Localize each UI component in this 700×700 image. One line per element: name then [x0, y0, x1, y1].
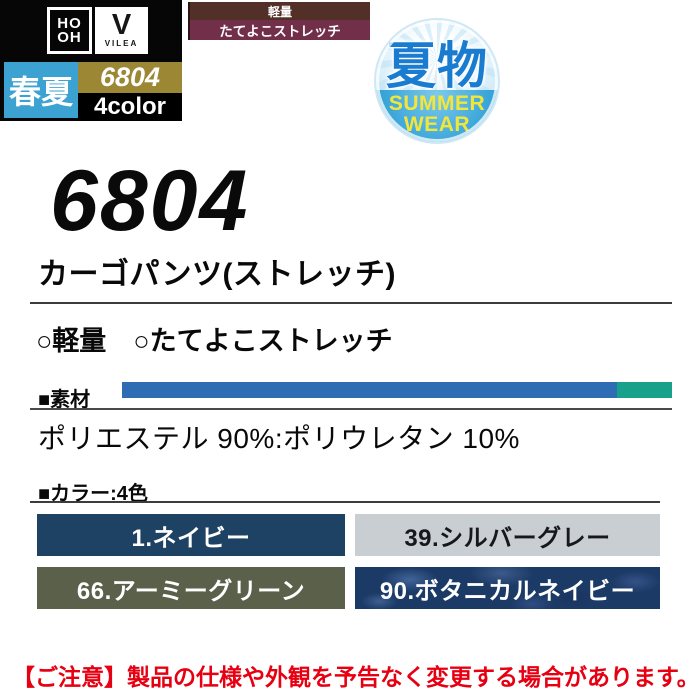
divider	[30, 501, 660, 503]
hooh-logo-line1: HO	[57, 14, 82, 32]
summer-badge-line1: SUMMER	[388, 92, 486, 115]
color-swatch-grid: 1.ネイビー 39.シルバーグレー 66.アーミーグリーン 90.ボタニカルネイ…	[37, 514, 660, 609]
divider	[30, 408, 672, 410]
feature-tag: 軽量 たてよこストレッチ	[188, 2, 370, 40]
material-composition-bar	[122, 382, 672, 398]
color-swatch-silver-gray: 39.シルバーグレー	[355, 514, 660, 556]
feature-tag-lightweight: 軽量	[190, 2, 370, 20]
summer-badge-line2: WEAR	[403, 113, 471, 137]
caution-notice: 【ご注意】製品の仕様や外観を予告なく変更する場合があります。	[12, 664, 700, 690]
product-code-title: 6804	[50, 153, 250, 249]
material-section-label: ■素材	[38, 389, 91, 411]
summer-wear-badge: 夏物 SUMMER WEAR	[374, 18, 500, 144]
hooh-logo-icon: HO OH	[47, 7, 92, 54]
season-badge: 春夏	[4, 62, 78, 118]
feature-tag-stretch: たてよこストレッチ	[190, 20, 370, 40]
material-bar-polyester	[122, 382, 617, 398]
color-swatch-navy: 1.ネイビー	[37, 514, 345, 556]
color-swatch-army-green: 66.アーミーグリーン	[37, 567, 345, 609]
vilea-logo-icon: V VILEA	[95, 7, 148, 54]
summer-badge-bottom: SUMMER WEAR	[376, 90, 498, 142]
product-code-badge: 6804	[78, 62, 182, 93]
color-section-label: ■カラー:4色	[38, 483, 148, 505]
material-bar-polyurethane	[617, 382, 672, 398]
summer-badge-kanji: 夏物	[386, 38, 488, 94]
summer-badge-top	[376, 20, 498, 90]
vilea-v-mark: V	[111, 9, 132, 42]
color-swatch-botanical-navy: 90.ボタニカルネイビー	[355, 567, 660, 609]
hooh-logo-line2: OH	[57, 28, 82, 46]
brand-block: HO OH V VILEA 春夏 6804 4color	[0, 0, 182, 121]
product-name: カーゴパンツ(ストレッチ)	[38, 258, 396, 291]
brand-logos: HO OH V VILEA	[47, 7, 148, 54]
color-count-badge: 4color	[78, 93, 182, 121]
vilea-logo-label: VILEA	[104, 38, 139, 48]
divider	[30, 302, 672, 304]
material-composition-text: ポリエステル 90%:ポリウレタン 10%	[38, 423, 520, 454]
product-features: ○軽量 ○たてよこストレッチ	[36, 326, 393, 356]
